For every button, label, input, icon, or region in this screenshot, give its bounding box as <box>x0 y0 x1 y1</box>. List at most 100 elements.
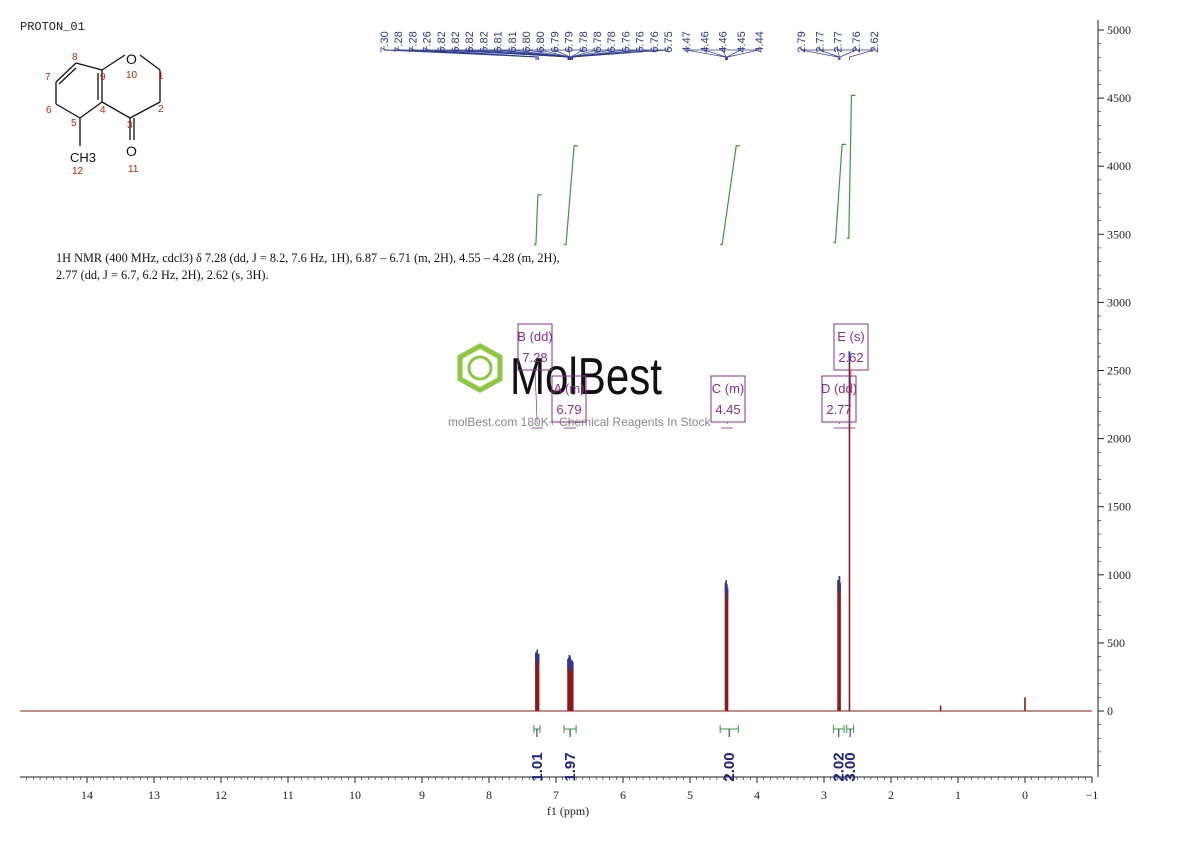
y-tick-label: 2000 <box>1107 432 1131 446</box>
atom-number: 9 <box>100 72 106 83</box>
atom-number: 5 <box>71 118 77 129</box>
atom-number: 11 <box>128 164 139 175</box>
y-tick-label: 4500 <box>1107 91 1131 105</box>
multiplet-label: C (m) <box>712 381 745 396</box>
integral-value: 2.02 <box>831 752 848 781</box>
peak-label: 6.76 <box>649 31 661 52</box>
peak-label: 6.82 <box>450 31 462 52</box>
x-axis-label: f1 (ppm) <box>547 804 589 818</box>
peak-label: 6.76 <box>620 31 632 52</box>
nmr-description: 1H NMR (400 MHz, cdcl3) δ 7.28 (dd, J = … <box>56 250 656 284</box>
chart-axes: 14 13 12 11 10 9 8 7 6 5 4 3 2 1 0 −1f1 (ppm)0500100015… <box>20 20 1131 818</box>
y-tick-label: 4000 <box>1107 159 1131 173</box>
x-tick-label: 4 <box>754 788 760 802</box>
peak-label: 6.79 <box>549 31 561 52</box>
multiplet-leader <box>534 369 538 425</box>
peak-label: 6.82 <box>436 31 448 52</box>
y-tick-label: 5000 <box>1107 23 1131 37</box>
integral-value: 2.00 <box>721 752 738 781</box>
y-tick-label: 1500 <box>1107 500 1131 514</box>
x-tick-label: 9 <box>419 788 425 802</box>
peak-label: 2.79 <box>796 31 808 52</box>
peak-label-leader <box>570 46 612 60</box>
peak-label: 4.47 <box>681 31 693 52</box>
x-tick-label: 2 <box>888 788 894 802</box>
structure-labels: O CH3 O 1 2 3 4 5 6 7 8 9 10 11 12 <box>45 51 164 177</box>
nmr-description-line-2: 2.77 (dd, J = 6.7, 6.2 Hz, 2H), 2.62 (s,… <box>56 268 269 282</box>
integral-curve <box>533 194 542 246</box>
atom-number: 1 <box>158 71 164 82</box>
atom-number: 2 <box>158 104 164 115</box>
peak-label-leader <box>685 46 726 60</box>
integral-curve <box>846 94 856 239</box>
peak-label: 7.30 <box>379 31 391 52</box>
integral-curve <box>720 145 741 246</box>
peak-label: 6.80 <box>521 31 533 52</box>
y-tick-label: 3500 <box>1107 227 1131 241</box>
peak-label-leader <box>572 46 669 60</box>
atom-number: 7 <box>45 72 51 83</box>
peak-label: 2.62 <box>869 31 881 52</box>
x-tick-label: 1 <box>955 788 961 802</box>
peak-label: 2.77 <box>833 31 845 52</box>
x-tick-label: 3 <box>821 788 827 802</box>
peak-label-leader <box>722 46 727 60</box>
atom-label-ch3: CH3 <box>70 150 96 165</box>
peak-label-leader <box>539 46 570 60</box>
peak-label: 7.28 <box>393 31 405 52</box>
peak-label: 6.82 <box>478 31 490 52</box>
peak-label: 4.46 <box>718 31 730 52</box>
watermark-logo-icon <box>457 343 503 393</box>
peak-label-leader <box>849 46 875 60</box>
atom-number: 10 <box>126 70 138 81</box>
multiplet-label: D (dd) <box>821 381 857 396</box>
peak-label: 4.46 <box>699 31 711 52</box>
atom-number: 3 <box>127 120 133 131</box>
peak-label: 7.28 <box>407 31 419 52</box>
multiplet-leader <box>726 421 729 425</box>
multiplet-shift: 7.28 <box>522 350 547 365</box>
x-tick-label: 14 <box>81 788 93 802</box>
y-tick-label: 500 <box>1107 636 1125 650</box>
peak-label: 6.75 <box>663 31 675 52</box>
peak-label: 6.81 <box>493 31 505 52</box>
peak-label: 6.76 <box>635 31 647 52</box>
atom-number: 6 <box>46 105 52 116</box>
atom-number: 4 <box>100 105 106 116</box>
x-tick-label: 11 <box>282 788 294 802</box>
peak-label: 6.80 <box>535 31 547 52</box>
peak-label: 6.78 <box>606 31 618 52</box>
peak-label: 6.81 <box>507 31 519 52</box>
peak-label: 7.26 <box>422 31 434 52</box>
peak-labels: 7.30 7.28 7.28 7.26 6.82 6.82 6.82 6.82 6.81 6.81… <box>379 31 881 60</box>
peak-label-leader <box>568 46 571 60</box>
peak-label-leader <box>426 46 539 60</box>
y-tick-label: 3000 <box>1107 295 1131 309</box>
multiplet-shift: 2.77 <box>826 402 851 417</box>
multiplet-shift: 6.79 <box>556 402 581 417</box>
x-tick-label: 5 <box>687 788 693 802</box>
x-tick-label: −1 <box>1086 788 1099 802</box>
x-tick-label: 10 <box>349 788 361 802</box>
peak-label: 2.77 <box>814 31 826 52</box>
multiplet-label: E (s) <box>837 329 864 344</box>
peak-label: 4.44 <box>754 31 766 52</box>
peak-label-leader <box>383 46 537 60</box>
multiplet-shift: 4.45 <box>715 402 740 417</box>
multiplet-boxes: B (dd) 7.28 A (m) 6.79 C (m) 4.45 D (dd) 2.77 E … <box>517 323 869 429</box>
peak-label-leader <box>837 46 840 60</box>
x-tick-label: 6 <box>620 788 626 802</box>
x-tick-label: 8 <box>486 788 492 802</box>
multiplet-shift: 2.62 <box>838 350 863 365</box>
peak-label-leader <box>412 46 538 60</box>
integral-value: 3.00 <box>842 752 859 781</box>
multiplet-leader <box>568 421 571 425</box>
peak-label: 6.82 <box>464 31 476 52</box>
integral-curve <box>564 145 579 246</box>
spectrum-trace <box>20 351 1092 712</box>
atom-number: 12 <box>72 166 84 177</box>
atom-number: 8 <box>72 52 78 63</box>
peak-label: 2.76 <box>851 31 863 52</box>
atom-label-o-carbonyl: O <box>126 143 137 159</box>
x-tick-label: 0 <box>1022 788 1028 802</box>
